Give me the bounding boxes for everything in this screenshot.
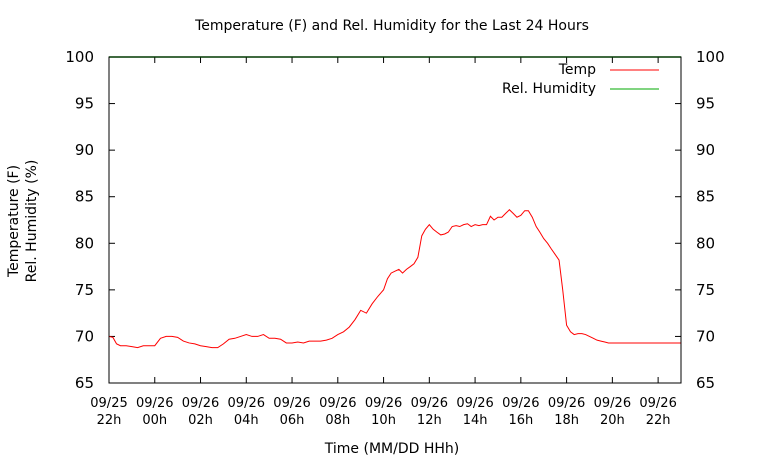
- x-axis-label: Time (MM/DD HHh): [324, 441, 459, 457]
- x-tick-label-hour: 00h: [142, 413, 167, 428]
- x-tick-label-hour: 20h: [600, 413, 625, 428]
- x-tick-label-date: 09/26: [594, 396, 631, 411]
- x-tick-label-date: 09/26: [411, 396, 448, 411]
- y-axis-label-line-humidity: Rel. Humidity (%): [24, 160, 40, 283]
- plot-frame: [108, 56, 682, 384]
- y-tick-label-left: 90: [75, 141, 94, 159]
- y-tick-label-right: 75: [696, 281, 715, 299]
- y-tick-label-right: 100: [696, 48, 725, 66]
- y-tick-label-right: 65: [696, 374, 715, 392]
- legend-label: Rel. Humidity: [502, 81, 596, 97]
- y-axis-right-ticks: 65 70 75 80 85 90 95 100: [675, 48, 725, 392]
- x-tick-label-hour: 18h: [554, 413, 579, 428]
- series-line-temp: [108, 209, 681, 349]
- y-tick-label-left: 100: [65, 48, 94, 66]
- series-layer: [108, 56, 681, 349]
- x-tick-label-hour: 04h: [234, 413, 259, 428]
- x-tick-label-hour: 16h: [508, 413, 533, 428]
- legend-label: Temp: [558, 62, 596, 78]
- x-tick-label-hour: 22h: [97, 413, 122, 428]
- x-tick-label-date: 09/26: [456, 396, 493, 411]
- y-axis-label: Temperature (F) Rel. Humidity (%): [6, 160, 40, 283]
- x-tick-label-date: 09/26: [228, 396, 265, 411]
- x-tick-label-date: 09/26: [502, 396, 539, 411]
- y-tick-label-left: 85: [75, 188, 94, 206]
- y-axis-label-line-temp: Temperature (F): [6, 165, 22, 278]
- y-tick-label-left: 80: [75, 234, 94, 252]
- y-tick-label-left: 95: [75, 95, 94, 113]
- chart-title: Temperature (F) and Rel. Humidity for th…: [194, 18, 589, 34]
- x-tick-label-hour: 10h: [371, 413, 396, 428]
- y-tick-label-left: 75: [75, 281, 94, 299]
- x-axis-ticks: 09/25 22h 09/26 00h 09/26 02h 09/26 04h 09/26 06h…: [90, 57, 677, 428]
- x-tick-label-date: 09/26: [639, 396, 676, 411]
- y-tick-label-right: 95: [696, 95, 715, 113]
- x-tick-label-date: 09/26: [273, 396, 310, 411]
- x-tick-label-hour: 14h: [463, 413, 488, 428]
- x-tick-label-hour: 08h: [325, 413, 350, 428]
- y-tick-label-left: 70: [75, 327, 94, 345]
- y-tick-label-right: 80: [696, 234, 715, 252]
- x-tick-label-hour: 02h: [188, 413, 213, 428]
- x-tick-label-date: 09/25: [90, 396, 127, 411]
- x-tick-label-date: 09/26: [182, 396, 219, 411]
- y-tick-label-right: 85: [696, 188, 715, 206]
- x-tick-label-hour: 12h: [417, 413, 442, 428]
- x-tick-label-date: 09/26: [136, 396, 173, 411]
- y-axis-left-ticks: 65 70 75 80 85 90 95 100: [65, 48, 115, 392]
- y-tick-label-right: 90: [696, 141, 715, 159]
- y-tick-label-left: 65: [75, 374, 94, 392]
- x-tick-label-date: 09/26: [365, 396, 402, 411]
- y-tick-label-right: 70: [696, 327, 715, 345]
- x-tick-label-hour: 06h: [280, 413, 305, 428]
- legend: Temp Rel. Humidity: [502, 62, 659, 97]
- x-tick-label-date: 09/26: [548, 396, 585, 411]
- x-tick-label-hour: 22h: [646, 413, 671, 428]
- x-tick-label-date: 09/26: [319, 396, 356, 411]
